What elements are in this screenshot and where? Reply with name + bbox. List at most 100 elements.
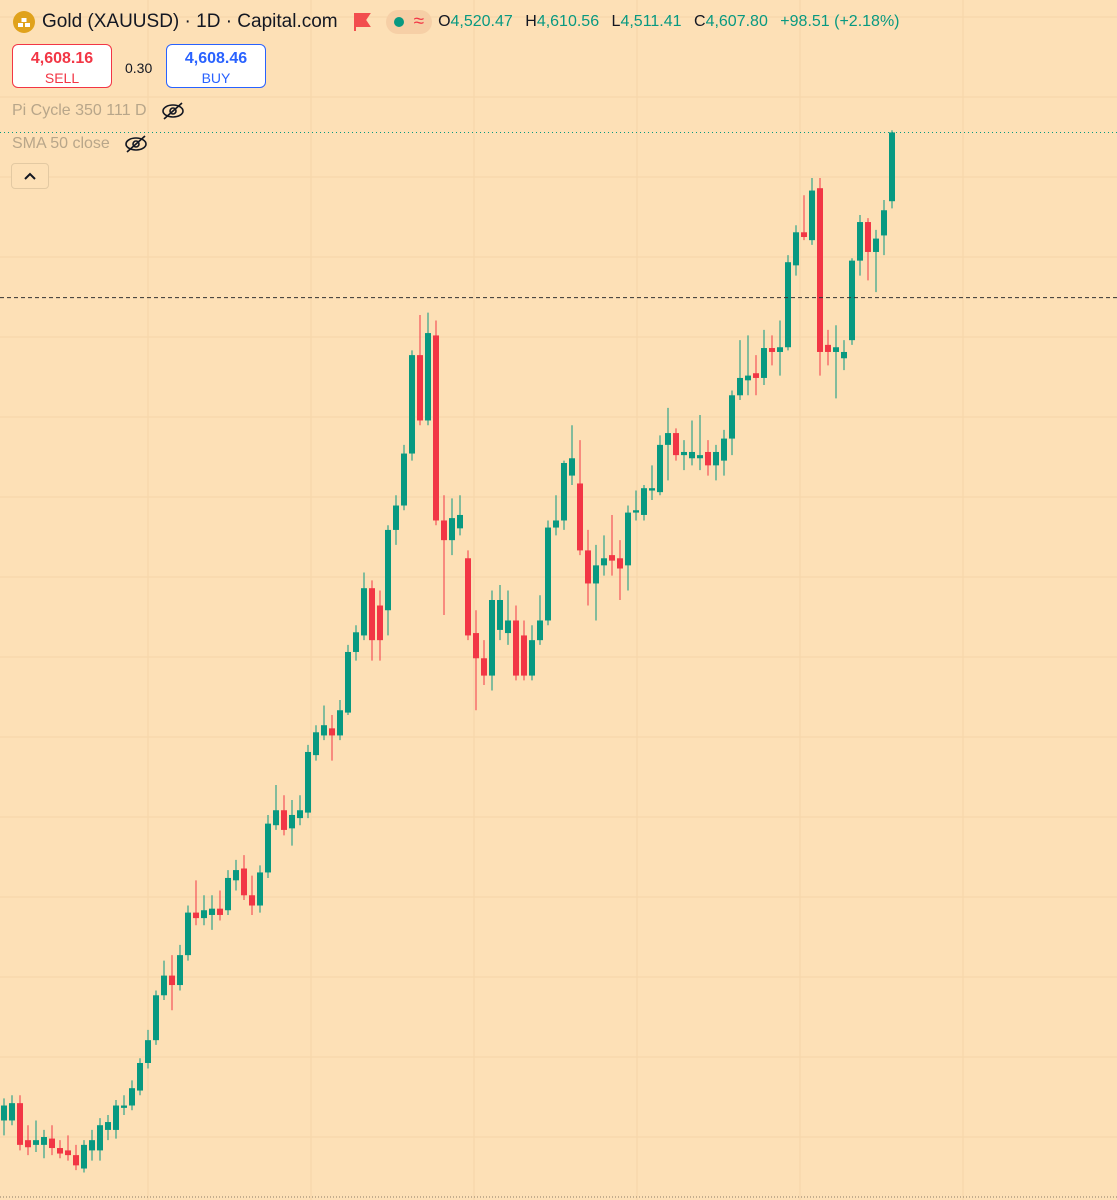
candle-body [121,1105,127,1108]
hidden-icon[interactable] [161,101,185,121]
candle-body [49,1138,55,1149]
hidden-icon[interactable] [124,134,148,154]
candle-body [625,512,631,566]
candle-body [793,232,799,266]
flag-icon[interactable] [352,12,372,32]
candle-body [289,814,295,829]
candle-body [513,620,519,676]
sell-button[interactable]: 4,608.16 SELL [12,44,112,88]
candle-body [761,348,767,378]
candle-body [169,975,175,986]
candle-body [689,451,695,459]
candle-body [273,810,279,826]
candle-body [9,1103,15,1121]
candle-body [857,222,863,261]
status-pill[interactable]: ≈ [385,10,433,34]
candle-body [81,1144,87,1169]
candle-body [185,912,191,956]
high-value: 4,610.56 [536,13,600,30]
candle-body [657,444,663,493]
candle-body [505,620,511,634]
candle-body [473,633,479,659]
open-value: 4,520.47 [450,13,513,30]
low-value: 4,511.41 [620,13,682,30]
candle-body [241,868,247,896]
candle-body [353,632,359,652]
candle-body [673,433,679,456]
change: +98.51 (+2.18%) [780,13,900,30]
candle-body [73,1155,79,1166]
candle-body [569,458,575,476]
candle-body [529,640,535,676]
candle-body [137,1062,143,1091]
candle-body [865,222,871,252]
spread: 0.30 [125,60,153,76]
indicator-label: Pi Cycle 350 111 D [12,102,147,119]
candle-body [409,355,415,454]
candle-body [25,1140,31,1148]
sell-price: 4,608.16 [30,50,94,67]
candle-body [753,373,759,378]
candle-body [281,810,287,830]
indicator-label: SMA 50 close [12,135,110,152]
candle-body [801,232,807,238]
candle-body [777,347,783,352]
candle-body [497,600,503,630]
candle-body [641,488,647,515]
candle-body [617,558,623,569]
close-value: 4,607.80 [705,13,768,30]
candle-body [129,1088,135,1106]
candle-body [337,710,343,736]
candle-body [417,355,423,421]
candle-body [249,895,255,906]
candle-body [817,188,823,352]
candle-body [201,910,207,919]
header: Gold (XAUUSD) · 1D · Capital.com ≈ O4,52… [12,10,908,34]
candle-body [209,908,215,915]
candle-body [97,1125,103,1151]
buy-button[interactable]: 4,608.46 BUY [166,44,266,88]
candle-body [385,529,391,611]
candle-body [257,872,263,906]
candle-body [465,558,471,636]
candle-body [889,132,895,202]
candle-body [681,451,687,456]
chevron-icon [24,172,36,180]
candle-body [329,728,335,736]
symbol-icon [13,11,35,33]
candle-body [345,651,351,713]
candle-body [729,395,735,439]
candle-body [601,558,607,566]
candle-body [17,1103,23,1145]
close-key: C [694,13,706,30]
candle-body [457,514,463,529]
candle-body [177,955,183,986]
candle-body [561,462,567,521]
candle-body [873,238,879,252]
candle-body [89,1140,95,1151]
candle-body [449,518,455,541]
candle-body [809,190,815,241]
candle-body [881,210,887,236]
candle-body [369,588,375,641]
ohlc-legend: O4,520.47 H4,610.56 L4,511.41 C4,607.80 … [438,13,907,31]
indicator[interactable]: Pi Cycle 350 111 D [12,101,185,121]
candle-body [217,908,223,915]
indicator[interactable]: SMA 50 close [12,134,148,154]
candle-body [785,262,791,348]
candle-body [633,510,639,513]
candle-body [489,600,495,676]
candle-body [713,451,719,466]
candle-body [577,483,583,551]
candle-body [393,505,399,530]
candle-body [113,1105,119,1130]
candle-body [297,810,303,819]
chart-title: Gold (XAUUSD) · 1D · Capital.com [42,11,338,32]
candle-body [441,520,447,541]
candle-body [769,348,775,352]
candle-body [145,1040,151,1063]
candle-body [537,620,543,641]
collapse-button[interactable] [11,163,49,189]
